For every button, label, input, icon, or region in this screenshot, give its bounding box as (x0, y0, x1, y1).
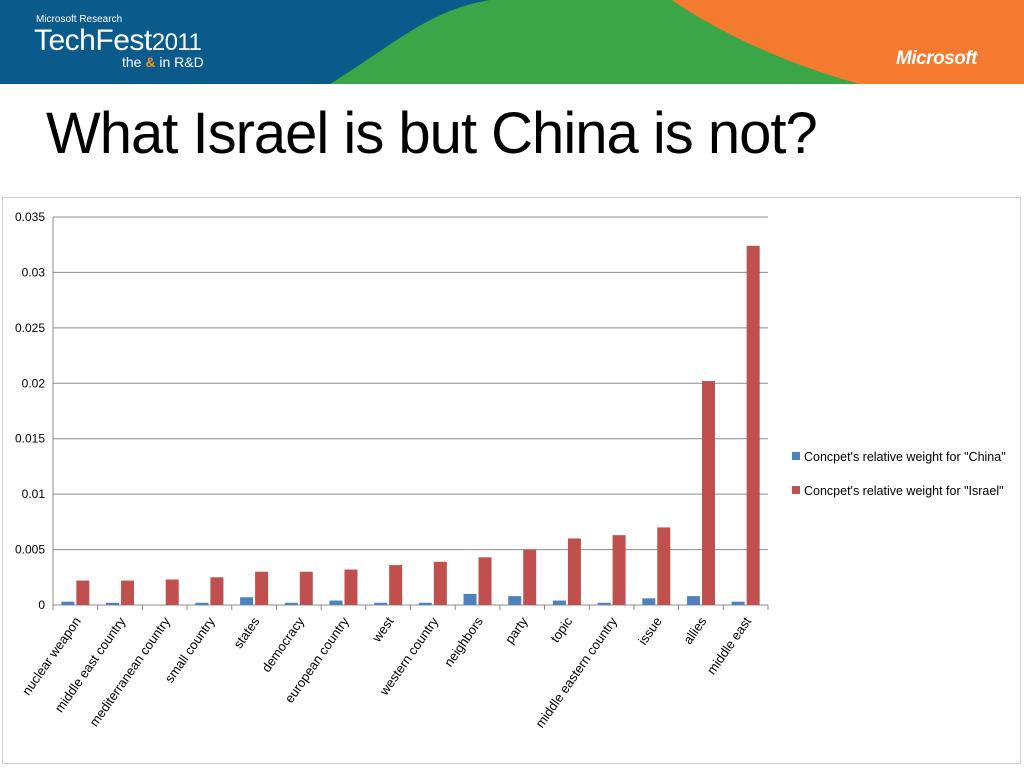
bar-china (240, 597, 254, 605)
bar-china (61, 601, 75, 605)
header-banner (0, 0, 1024, 84)
bar-china (284, 602, 298, 605)
brand-title-text: TechFest (34, 24, 152, 57)
bar-israel (478, 557, 492, 605)
tagline-post: in R&D (159, 54, 204, 70)
bar-china (508, 596, 522, 605)
bar-israel (612, 535, 626, 605)
legend-label: Concpet's relative weight for "Israel" (804, 484, 1004, 498)
y-tick-label: 0.015 (15, 432, 45, 446)
tagline-pre: the (122, 54, 142, 70)
y-tick-label: 0.025 (15, 321, 45, 335)
brand-year: 2011 (151, 29, 202, 56)
bar-israel (299, 571, 313, 605)
category-label: topic (547, 614, 575, 646)
category-label: issue (635, 614, 665, 647)
brand-title: TechFest2011 (34, 24, 202, 58)
banner-orange (672, 0, 1024, 84)
bar-israel (433, 561, 447, 605)
bar-israel (121, 580, 135, 605)
bar-israel (746, 245, 760, 605)
brand-tagline: the & in R&D (122, 54, 204, 70)
bar-china (642, 598, 656, 605)
bar-israel (701, 381, 715, 605)
category-label: mediterranean country (86, 614, 173, 730)
legend-swatch (792, 452, 800, 460)
legend-swatch (792, 486, 800, 494)
brand-subtitle: Microsoft Research (36, 14, 123, 25)
category-label: party (502, 614, 531, 647)
bar-china (597, 602, 611, 605)
category-label: neighbors (441, 614, 486, 670)
bar-israel (255, 571, 269, 605)
bar-israel (76, 580, 90, 605)
category-label: allies (680, 614, 710, 647)
bar-china (731, 601, 745, 605)
bar-china (374, 602, 388, 605)
bar-china (106, 602, 120, 605)
y-tick-label: 0.03 (22, 265, 46, 279)
y-tick-label: 0.005 (15, 543, 45, 557)
category-label: middle eastern country (532, 614, 620, 731)
y-tick-label: 0.02 (22, 376, 46, 390)
legend-label: Concpet's relative weight for "China" (804, 450, 1006, 464)
microsoft-logo: Microsoft (896, 48, 978, 69)
y-tick-label: 0.01 (22, 487, 46, 501)
chart-frame: 0 0.005 0.01 0.015 0.02 0.025 0.03 0.035 nuclear… (2, 197, 1021, 764)
slide-title: What Israel is but China is not? (46, 101, 818, 166)
bar-china (463, 593, 477, 605)
bar-china (195, 602, 209, 605)
tagline-ampersand: & (145, 54, 156, 70)
bar-israel (165, 579, 179, 605)
category-label: middle east (704, 614, 755, 677)
category-label: states (230, 614, 262, 651)
bar-israel (210, 577, 224, 605)
category-label: democracy (258, 614, 307, 675)
bar-israel (389, 565, 403, 605)
y-tick-label: 0.035 (15, 210, 45, 224)
bar-israel (657, 527, 671, 605)
slide-header: Microsoft Research TechFest2011 the & in… (0, 0, 1024, 84)
bar-china (686, 596, 700, 605)
bar-israel (567, 538, 581, 605)
bar-chart: 00.0050.010.0150.020.0250.030.035nuclear… (15, 210, 1006, 731)
bar-israel (344, 569, 358, 605)
bar-china (418, 602, 432, 605)
bar-china (329, 600, 343, 605)
category-label: west (368, 614, 396, 646)
y-tick-label: 0 (38, 598, 45, 612)
bar-israel (523, 549, 537, 605)
bar-china (552, 600, 566, 605)
